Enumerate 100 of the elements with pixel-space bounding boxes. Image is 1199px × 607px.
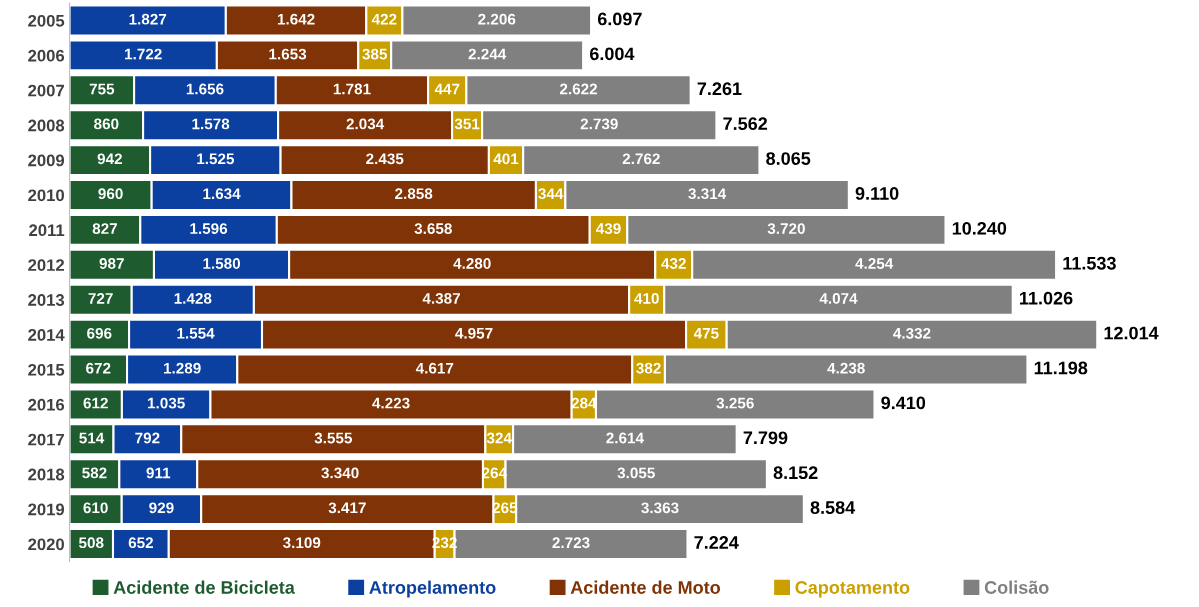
data-label: 911 [146,467,171,479]
y-tick-label: 2018 [28,468,65,481]
total-label: 6.097 [597,12,642,26]
data-label: 755 [89,83,115,95]
total-label: 7.799 [743,431,788,445]
data-label: 1.722 [125,48,162,60]
data-label: 3.314 [688,188,727,200]
y-tick-label: 2014 [28,329,65,341]
data-label: 410 [634,292,659,304]
legend-label: Acidente de Moto [570,580,721,594]
data-label: 2.435 [366,153,404,165]
total-label: 7.562 [723,117,768,131]
y-tick-label: 2017 [28,433,64,446]
y-tick-label: 2015 [28,363,65,376]
total-label: 9.410 [881,396,926,410]
data-label: 1.289 [164,362,201,374]
data-label: 4.254 [855,258,894,269]
data-label: 2.622 [559,83,598,95]
data-label: 2.858 [395,188,433,200]
data-label: 582 [82,467,107,479]
data-label: 1.634 [203,188,241,200]
data-label: 4.332 [893,327,931,339]
data-label: 3.658 [414,223,452,235]
data-label: 1.596 [190,223,228,234]
y-tick-label: 2019 [28,503,65,516]
data-label: 422 [371,13,397,25]
y-tick-label: 2011 [29,224,65,237]
data-label: 2.723 [552,537,590,549]
y-tick-label: 2010 [28,189,64,202]
total-label: 6.004 [589,47,635,61]
y-tick-label: 2009 [28,154,65,167]
data-label: 672 [86,362,111,374]
data-label: 4.957 [455,327,493,339]
y-tick-label: 2006 [28,49,65,62]
data-label: 3.055 [617,467,655,479]
data-label: 2.206 [478,13,516,25]
data-label: 344 [538,188,564,200]
data-label: 987 [99,258,124,269]
y-tick-label: 2016 [28,398,65,411]
data-label: 432 [661,258,686,269]
data-label: 3.720 [767,223,805,235]
y-tick-label: 2020 [28,538,64,551]
data-label: 508 [79,537,104,549]
data-label: 4.280 [453,258,491,269]
data-label: 696 [87,327,112,339]
y-tick-label: 2008 [28,119,65,132]
data-label: 610 [83,502,108,514]
data-label: 401 [493,153,519,165]
data-label: 324 [486,432,512,444]
data-label: 4.387 [422,292,460,304]
data-label: 3.417 [328,502,366,514]
total-label: 11.198 [1034,361,1088,375]
legend-label: Capotamento [795,581,910,598]
data-label: 2.244 [468,48,507,60]
data-label: 1.428 [174,292,212,304]
y-tick-label: 2013 [28,294,65,306]
data-label: 2.034 [346,118,385,130]
total-label: 7.224 [694,536,739,549]
legend-label: Acidente de Bicicleta [113,580,295,594]
data-label: 612 [83,397,108,409]
data-label: 1.554 [177,328,215,339]
data-label: 727 [88,292,113,304]
total-label: 12.014 [1104,326,1159,340]
data-label: 1.656 [186,83,224,95]
total-label: 9.110 [855,187,899,200]
data-label: 3.555 [314,432,353,444]
data-label: 2.614 [606,432,644,444]
data-label: 4.223 [372,397,410,409]
data-label: 1.578 [192,118,230,130]
total-label: 7.261 [697,82,742,96]
data-label: 1.525 [197,153,235,165]
data-label: 2.762 [622,153,660,165]
data-label: 475 [693,328,719,339]
data-label: 385 [362,48,388,60]
data-label: 351 [454,118,480,130]
data-label: 1.035 [148,397,185,409]
data-label: 439 [595,223,621,235]
total-label: 8.584 [810,501,856,514]
data-label: 514 [79,432,105,444]
total-label: 8.065 [766,152,811,165]
data-label: 4.238 [827,362,865,374]
data-label: 860 [94,118,119,130]
y-tick-label: 2012 [28,259,65,272]
data-label: 3.363 [641,502,679,514]
data-label: 1.653 [269,48,307,60]
y-tick-label: 2005 [28,14,65,27]
data-label: 827 [92,223,117,234]
data-label: 792 [135,432,160,444]
data-label: 447 [434,83,460,95]
legend-label: Atropelamento [369,580,496,598]
data-label: 4.617 [415,362,454,374]
data-label: 960 [98,188,123,200]
data-label: 382 [636,362,661,374]
total-label: 11.026 [1020,291,1073,305]
data-label: 1.642 [277,13,315,25]
total-label: 8.152 [773,466,818,480]
data-label: 3.340 [321,467,359,479]
data-label: 1.580 [203,258,241,269]
data-label: 4.074 [819,292,858,304]
data-label: 942 [97,153,122,165]
